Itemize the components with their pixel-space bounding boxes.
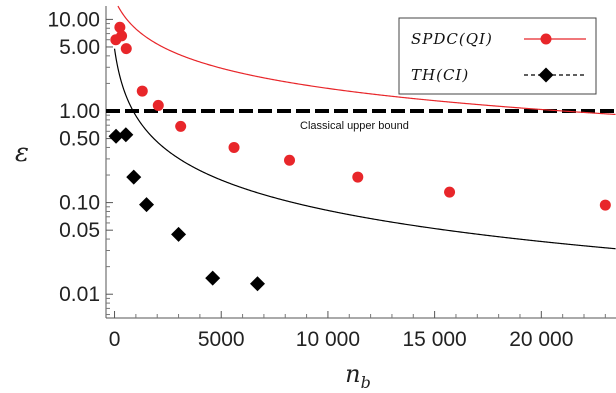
y-axis: 10.00 5.00 1.00 0.50 0.10 0.05 0.01 — [47, 8, 113, 316]
y-tick-label: 5.00 — [59, 36, 100, 59]
fit-curve-1 — [113, 48, 616, 250]
series-layer: Classical upper bound — [106, 5, 616, 292]
x-tick-label: 15 000 — [403, 328, 467, 351]
data-point — [205, 270, 221, 286]
y-tick-label: 10.00 — [47, 8, 100, 31]
data-point — [152, 99, 164, 111]
y-tick-label: 0.05 — [59, 219, 100, 242]
legend-box — [398, 17, 597, 95]
data-point — [228, 141, 240, 153]
data-point — [175, 120, 187, 132]
data-point — [108, 128, 124, 144]
x-axis: 0 5000 10 000 15 000 20 000 — [109, 311, 606, 351]
data-point — [136, 85, 148, 97]
data-point — [250, 276, 266, 292]
legend-marker — [540, 33, 552, 45]
x-axis-title: nb — [345, 360, 371, 392]
x-tick-label: 20 000 — [509, 328, 573, 351]
legend: SPDC(QI) TH(CI) — [398, 17, 597, 95]
y-tick-label: 1.00 — [59, 100, 100, 123]
legend-label: TH(CI) — [411, 66, 469, 84]
data-point — [171, 226, 187, 242]
data-point — [114, 21, 126, 33]
data-point — [126, 169, 142, 185]
reference-line-label: Classical upper bound — [300, 120, 409, 132]
y-tick-label: 0.10 — [59, 192, 100, 215]
data-point — [444, 186, 456, 198]
x-axis-title-subscript: b — [361, 373, 371, 392]
y-tick-label: 0.50 — [59, 128, 100, 151]
plot-area — [105, 6, 616, 319]
y-tick-label: 0.01 — [59, 283, 100, 306]
data-point — [284, 154, 296, 166]
legend-label: SPDC(QI) — [411, 30, 493, 48]
data-point — [352, 171, 364, 183]
x-tick-label: 10 000 — [296, 328, 360, 351]
data-point — [599, 199, 611, 211]
x-tick-label: 0 — [109, 328, 121, 351]
fit-curve-0 — [117, 5, 616, 116]
data-point — [139, 197, 155, 213]
legend-marker — [538, 67, 554, 83]
data-point — [120, 43, 132, 55]
axis-titles: nb ε — [15, 138, 371, 392]
y-axis-title: ε — [15, 138, 29, 168]
data-point — [116, 30, 128, 42]
x-tick-label: 5000 — [198, 328, 245, 351]
data-point — [118, 127, 134, 143]
